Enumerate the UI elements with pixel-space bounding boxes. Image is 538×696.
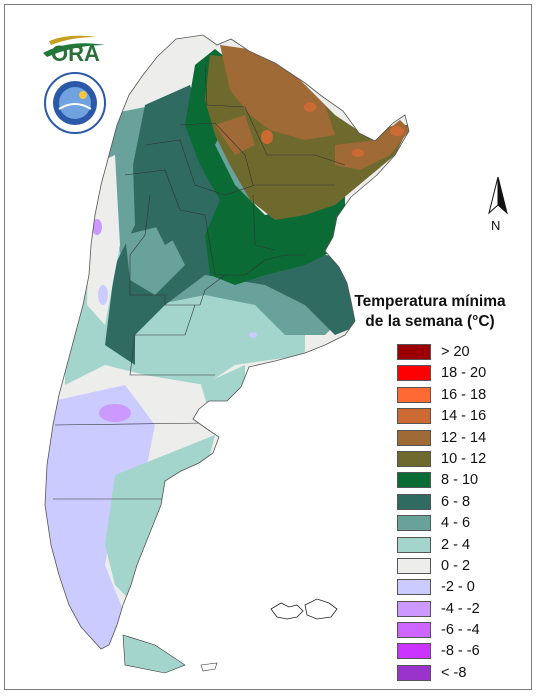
country-outline xyxy=(44,34,410,650)
legend-swatch xyxy=(397,557,431,574)
legend-label: < -8 xyxy=(441,664,467,681)
zone-12-14-small xyxy=(215,115,255,155)
zone-minus4-minus2 xyxy=(99,404,131,422)
malvinas-islands xyxy=(270,598,338,620)
legend-label: 4 - 6 xyxy=(441,515,471,532)
smn-seal-logo xyxy=(44,72,106,134)
legend-swatch xyxy=(397,429,431,446)
legend-title: Temperatura mínima de la semana (°C) xyxy=(325,292,531,332)
legend-swatch xyxy=(397,408,431,425)
legend-swatch xyxy=(397,515,431,532)
legend-label: 10 - 12 xyxy=(441,450,487,467)
legend-title-line-2: de la semana (°C) xyxy=(365,313,495,330)
north-arrow-icon xyxy=(488,176,508,215)
tierra-del-fuego-island xyxy=(122,634,186,674)
legend-label: 6 - 8 xyxy=(441,493,471,510)
zone-minus4-minus2-andes xyxy=(92,219,102,235)
ora-logo: ORA xyxy=(43,35,105,66)
legend-swatch xyxy=(397,450,431,467)
legend-swatch xyxy=(397,622,431,639)
temperature-zones xyxy=(45,45,409,649)
zone-2-4-spot xyxy=(238,323,282,347)
legend-title-line-1: Temperatura mínima xyxy=(354,293,506,310)
isla-de-los-estados xyxy=(200,662,218,672)
zone-14-16-spot-a xyxy=(261,130,273,144)
zone-6-8-patch xyxy=(150,205,190,245)
legend-label: -4 - -2 xyxy=(441,600,480,617)
zone-minus2-0-spot xyxy=(249,332,257,338)
legend-swatch xyxy=(397,365,431,382)
zone-14-16-spot-c xyxy=(390,126,404,136)
legend-label: 2 - 4 xyxy=(441,536,471,553)
legend-swatch xyxy=(397,386,431,403)
legend-swatch xyxy=(397,472,431,489)
map-frame: ORA N Temperatura mínima de la semana (°… xyxy=(4,4,532,690)
legend-swatch xyxy=(397,536,431,553)
zone-12-14-north xyxy=(220,45,335,140)
legend-label: 12 - 14 xyxy=(441,429,487,446)
legend-label: 14 - 16 xyxy=(441,408,487,425)
legend-label: > 20 xyxy=(441,344,470,360)
legend-label: -2 - 0 xyxy=(441,579,475,596)
argentina-temperature-map xyxy=(44,34,410,674)
legend-swatch xyxy=(397,344,431,360)
legend-swatch xyxy=(397,664,431,681)
legend-label: -8 - -6 xyxy=(441,643,480,660)
zone-4-6-patch xyxy=(125,225,185,295)
legend-label: 18 - 20 xyxy=(441,365,487,382)
province-borders xyxy=(53,64,346,500)
legend-label: 8 - 10 xyxy=(441,472,479,489)
zone-14-16-spot-b xyxy=(304,102,316,112)
zone-minus2-0-andes xyxy=(98,285,108,305)
north-label: N xyxy=(491,218,501,233)
ora-logo-text: ORA xyxy=(51,41,100,66)
legend-swatch xyxy=(397,643,431,660)
legend-swatch xyxy=(397,600,431,617)
legend-label: -6 - -4 xyxy=(441,622,480,639)
legend-swatch xyxy=(397,493,431,510)
legend-label: 16 - 18 xyxy=(441,386,487,403)
zone-14-16-spot-d xyxy=(352,149,364,157)
legend-label: 0 - 2 xyxy=(441,557,471,574)
legend-swatch xyxy=(397,579,431,596)
